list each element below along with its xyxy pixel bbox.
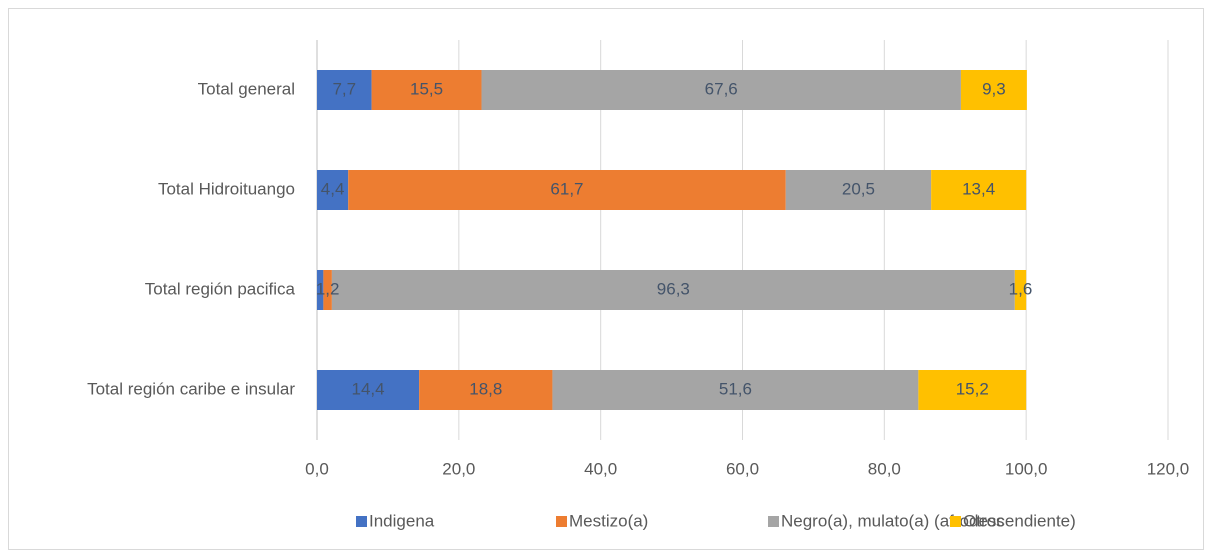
bar-segment	[371, 70, 482, 110]
bar-segment	[331, 270, 1015, 310]
y-tick-label: Total región caribe e insular	[87, 379, 295, 398]
legend-label: Mestizo(a)	[569, 511, 648, 530]
data-label: 9,3	[982, 79, 1006, 98]
data-label: 20,5	[842, 179, 875, 198]
bar-segment	[348, 170, 786, 210]
legend-swatch	[356, 516, 367, 527]
legend-label: Negro(a), mulato(a) (afrodescendiente)	[781, 511, 1076, 530]
legend-swatch	[768, 516, 779, 527]
data-label: 14,4	[352, 379, 385, 398]
data-label: 1,2	[316, 279, 340, 298]
bar-segment	[552, 370, 919, 410]
bar-segment	[419, 370, 553, 410]
bar-segment	[931, 170, 1027, 210]
bar-segment	[317, 70, 372, 110]
x-tick-label: 20,0	[442, 459, 475, 478]
y-tick-label: Total región pacifica	[145, 279, 296, 298]
bar-segment	[960, 70, 1027, 110]
bar-segment	[918, 370, 1027, 410]
data-label: 15,5	[410, 79, 443, 98]
x-tick-label: 40,0	[584, 459, 617, 478]
bar-segment	[323, 270, 332, 310]
data-label: 7,7	[332, 79, 356, 98]
legend-label: Indigena	[369, 511, 435, 530]
legend-label: Otros	[963, 511, 1005, 530]
data-label: 1,6	[1009, 279, 1033, 298]
x-tick-label: 60,0	[726, 459, 759, 478]
x-tick-label: 100,0	[1005, 459, 1048, 478]
data-label: 51,6	[719, 379, 752, 398]
y-tick-label: Total general	[198, 79, 295, 98]
bar-segment	[785, 170, 932, 210]
legend-swatch	[556, 516, 567, 527]
data-label: 67,6	[705, 79, 738, 98]
x-tick-label: 0,0	[305, 459, 329, 478]
data-label: 96,3	[657, 279, 690, 298]
bar-segment	[317, 270, 324, 310]
data-label: 4,4	[321, 179, 345, 198]
x-tick-label: 80,0	[868, 459, 901, 478]
data-label: 15,2	[956, 379, 989, 398]
data-label: 61,7	[550, 179, 583, 198]
x-tick-label: 120,0	[1147, 459, 1190, 478]
bar-segment	[1014, 270, 1027, 310]
data-label: 13,4	[962, 179, 995, 198]
legend-swatch	[950, 516, 961, 527]
y-tick-label: Total Hidroituango	[158, 179, 295, 198]
bar-segment	[317, 170, 349, 210]
data-label: 18,8	[469, 379, 502, 398]
bar-segment	[481, 70, 961, 110]
bar-segment	[317, 370, 420, 410]
